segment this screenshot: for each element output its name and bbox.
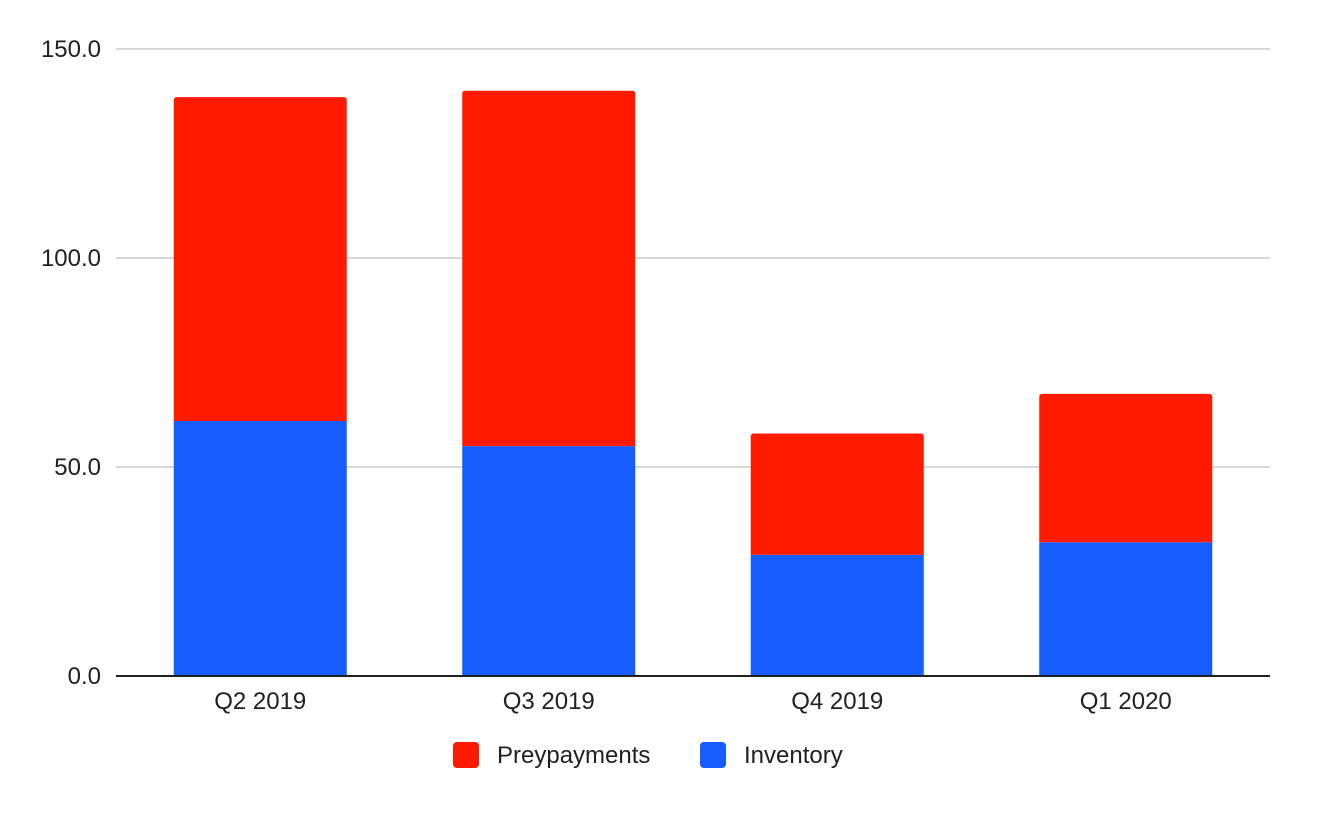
legend-item-preypayments: Preypayments (453, 742, 650, 769)
legend-item-inventory: Inventory (700, 742, 843, 769)
bar-preypayments-q3-2019 (462, 90, 636, 447)
x-tick-label: Q1 2020 (1080, 688, 1172, 715)
bar-inventory-q2-2019 (173, 421, 347, 676)
y-tick-label: 0.0 (68, 663, 101, 690)
bars (173, 90, 1213, 676)
bar-inventory-q3-2019 (462, 446, 636, 676)
y-tick-label: 150.0 (41, 36, 101, 63)
bar-preypayments-q1-2020 (1039, 393, 1213, 543)
legend: Preypayments Inventory (453, 742, 843, 769)
bar-inventory-q1-2020 (1039, 542, 1213, 676)
legend-label: Preypayments (497, 742, 650, 769)
y-tick-label: 100.0 (41, 245, 101, 272)
legend-swatch (700, 742, 726, 768)
axes: 0.0 50.0 100.0 150.0 Q2 2019 Q3 2019 Q4 2019 Q1… (41, 36, 1270, 715)
legend-label: Inventory (744, 742, 843, 769)
legend-swatch (453, 742, 479, 768)
x-tick-label: Q4 2019 (791, 688, 883, 715)
x-tick-label: Q2 2019 (214, 688, 306, 715)
y-tick-label: 50.0 (54, 454, 101, 481)
bar-preypayments-q4-2019 (750, 433, 924, 555)
bar-preypayments-q2-2019 (173, 97, 347, 422)
x-tick-label: Q3 2019 (503, 688, 595, 715)
bar-inventory-q4-2019 (750, 554, 924, 676)
